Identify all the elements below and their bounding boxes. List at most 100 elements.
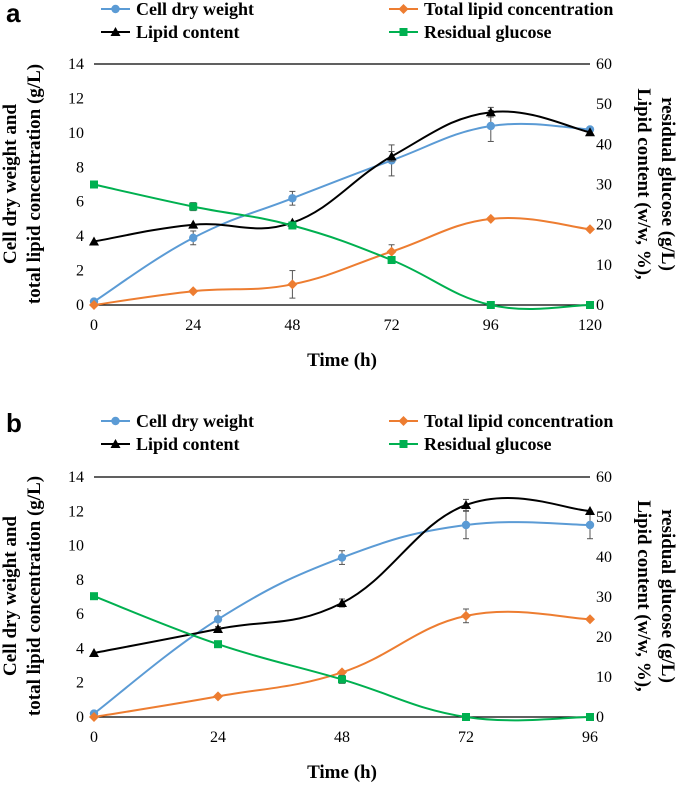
data-point [89,236,99,246]
y2-tick-label: 10 [596,669,612,686]
y-tick-label: 0 [76,297,84,314]
series-line [93,610,591,718]
legend-swatch-marker [111,4,120,14]
legend-swatch-marker [110,27,121,36]
data-point [461,520,471,530]
y-tick-label: 2 [76,675,84,692]
legend-label: Residual glucose [424,434,552,454]
legend-label: Cell dry weight [136,411,254,431]
legend-label: Total lipid concentration [424,0,613,19]
series-lipid-content [89,497,595,657]
data-point [387,256,396,265]
legend-entry: Lipid content [101,22,240,42]
data-point [461,500,471,509]
data-point [89,648,99,657]
y2-tick-label: 10 [596,257,612,274]
x-axis-title: Time (h) [307,762,377,783]
panel-label: b [6,408,22,438]
x-tick-label: 24 [185,317,201,334]
x-tick-label: 24 [210,729,226,746]
y-axis-title: Cell dry weight and [0,104,21,264]
legend-swatch-marker [399,440,408,448]
y-tick-label: 4 [76,640,84,657]
y-tick-label: 2 [76,263,84,280]
x-tick-label: 120 [578,317,602,334]
series-residual-glucose [90,592,594,722]
y-tick-label: 12 [68,90,84,107]
y2-tick-label: 50 [596,96,612,113]
data-point [337,553,347,562]
y-tick-label: 14 [68,469,84,486]
data-point [461,610,471,621]
data-point [485,213,496,224]
series-residual-glucose [90,180,594,310]
y-tick-label: 14 [68,56,84,73]
data-point [287,279,298,290]
legend-entry: Residual glucose [389,22,552,42]
data-point [386,151,397,161]
legend-entry: Cell dry weight [101,0,254,19]
data-point [486,301,495,309]
y2-tick-label: 30 [596,589,612,606]
y-tick-label: 4 [76,228,84,245]
data-point [337,598,347,607]
y-tick-label: 12 [68,503,84,520]
y2-tick-label: 60 [596,469,612,486]
y-tick-label: 6 [76,606,84,623]
y-axis-title: Cell dry weight and [0,516,21,676]
data-point [338,675,346,684]
data-point [89,300,99,310]
legend-swatch-marker [110,439,121,448]
legend-entry: Total lipid concentration [389,411,613,431]
y2-tick-label: 0 [596,709,604,726]
data-point [189,202,198,211]
x-tick-label: 96 [483,317,499,334]
x-tick-label: 48 [284,317,300,334]
series-lipid-content [89,106,595,246]
x-tick-label: 0 [90,317,98,334]
data-point [585,224,595,235]
x-tick-label: 72 [384,317,400,334]
legend-swatch-marker [399,28,408,36]
y-axis-title: total lipid concentration (g/L) [24,476,45,716]
x-axis-title: Time (h) [307,350,377,371]
data-point [585,127,595,137]
data-point [90,592,98,601]
legend-swatch-marker [111,416,120,426]
series-total-lipid-concentration [89,213,595,310]
data-point [586,301,594,309]
series-total-lipid-concentration [89,608,595,722]
y2-tick-label: 20 [596,629,612,646]
x-tick-label: 72 [458,729,474,746]
data-point [485,107,496,117]
series-cell-dry-weight [89,510,595,718]
data-point [213,691,223,702]
y2-tick-label: 20 [596,217,612,234]
series-cell-dry-weight [89,109,595,306]
legend-swatch-marker [398,4,409,14]
data-point [486,121,495,131]
data-point [585,506,595,515]
data-point [188,286,199,297]
y-tick-label: 8 [76,572,84,589]
data-point [288,194,297,203]
legend-label: Lipid content [136,434,240,454]
data-point [386,246,397,257]
data-point [213,615,223,624]
data-point [188,219,199,229]
data-point [462,713,470,721]
series-line [93,595,591,722]
legend-entry: Total lipid concentration [389,0,613,19]
y2-tick-label: 40 [596,136,612,153]
y2-tick-label: 30 [596,177,612,194]
data-point [586,713,594,721]
data-point [288,221,297,230]
y-tick-label: 8 [76,159,84,176]
data-point [189,233,198,243]
y2-axis-title: Lipid content (w/w, %), [633,88,654,280]
y-tick-label: 10 [68,538,84,555]
y-tick-label: 0 [76,709,84,726]
series-line [93,183,591,310]
